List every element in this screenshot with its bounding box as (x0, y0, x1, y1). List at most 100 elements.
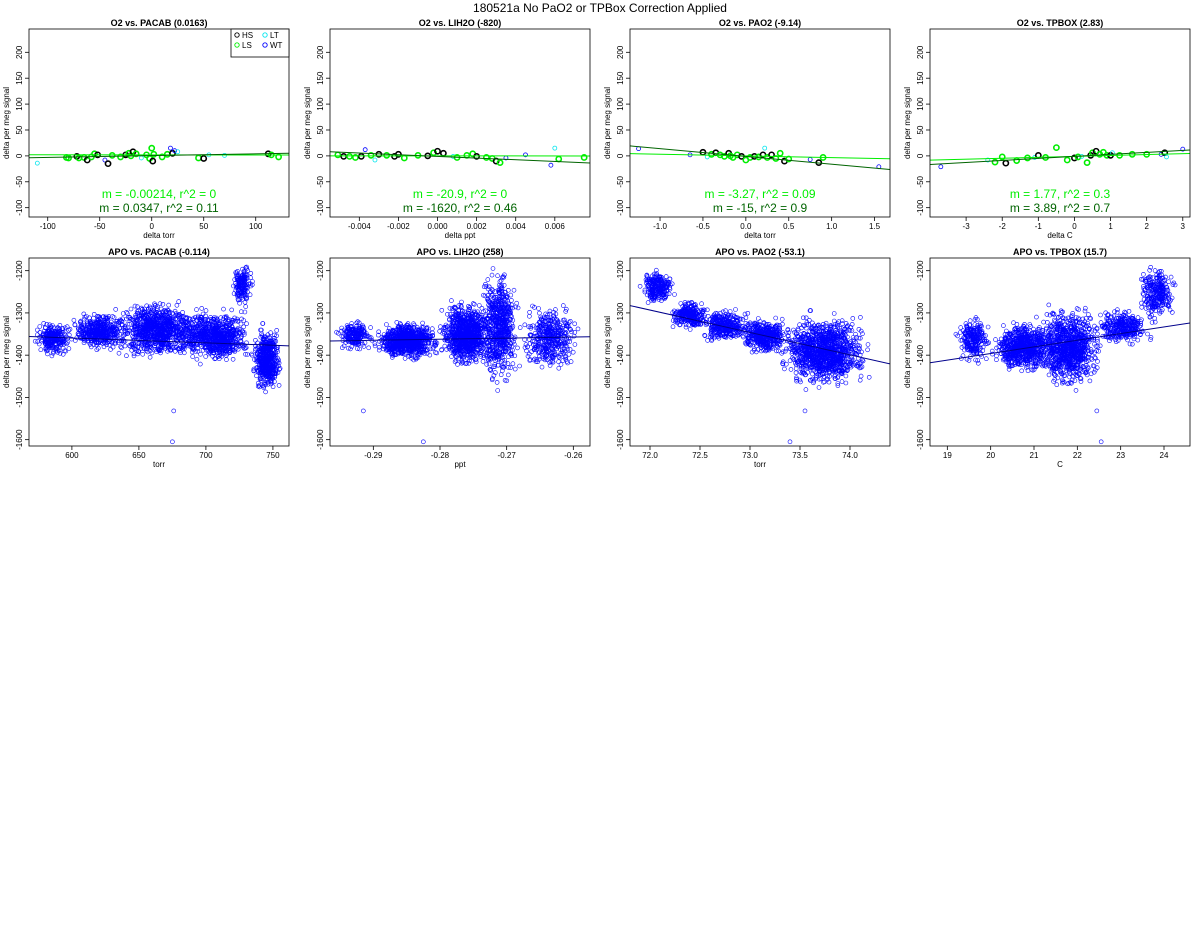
data-point (357, 153, 365, 160)
data-point (41, 328, 47, 334)
data-point (122, 338, 128, 344)
data-point (148, 341, 153, 347)
data-point (1071, 154, 1078, 162)
data-point (121, 326, 126, 331)
data-point (412, 350, 418, 355)
x-tick-label: 100 (249, 222, 263, 231)
data-point (268, 330, 273, 336)
data-point (60, 345, 66, 351)
fit-label-selected: m = -15, r^2 = 0.9 (713, 201, 808, 215)
data-point (164, 309, 169, 314)
data-point (210, 353, 215, 359)
data-point (205, 333, 210, 338)
data-point (159, 333, 165, 339)
data-point (173, 325, 179, 331)
data-point (177, 321, 183, 326)
data-point (129, 341, 135, 347)
data-point (109, 339, 115, 345)
data-point (163, 150, 171, 158)
data-point (253, 348, 258, 353)
data-point (152, 311, 158, 316)
data-point (241, 318, 246, 323)
data-point (118, 318, 124, 324)
data-point (89, 324, 95, 329)
plot-frame (629, 28, 891, 218)
data-point (131, 351, 137, 357)
data-point (762, 145, 768, 151)
data-point (259, 366, 265, 372)
data-point (51, 349, 56, 354)
data-point (243, 304, 248, 309)
data-point (172, 308, 178, 314)
y-tick-label: -50 (616, 175, 625, 187)
fit-line-selected (29, 152, 289, 159)
data-point (46, 331, 52, 337)
data-point (167, 342, 173, 347)
chart-apo-lih2o: APO vs. LIH2O (258)-0.29 -0.28 -0.27 -0.26-… (303, 247, 591, 469)
data-point (190, 321, 195, 327)
data-point (136, 308, 141, 314)
chart-o2-pacab: O2 vs. PACAB (0.0163)-100 -50 0 50 100-100-5… (2, 18, 290, 240)
data-point (105, 316, 110, 321)
x-tick-label: 0.5 (783, 222, 795, 231)
data-point (149, 157, 157, 165)
data-point (57, 350, 63, 356)
data-point (445, 311, 450, 317)
data-point (198, 330, 203, 336)
data-point (227, 343, 232, 349)
data-point (124, 309, 129, 315)
data-point (274, 347, 280, 352)
data-point (115, 327, 120, 332)
data-point (238, 321, 244, 327)
data-point (105, 315, 111, 321)
data-point (243, 345, 248, 351)
y-axis-label: delta per meg signal (303, 87, 312, 159)
data-point (82, 336, 87, 342)
data-point (353, 341, 358, 347)
data-point (216, 331, 222, 337)
data-point (275, 359, 281, 365)
data-point (340, 153, 348, 160)
data-point (94, 347, 100, 353)
data-point (194, 356, 200, 362)
data-point (140, 313, 145, 319)
data-point (244, 282, 250, 288)
data-point (244, 264, 249, 270)
data-point (230, 356, 236, 362)
data-point (354, 323, 360, 329)
data-point (353, 334, 359, 340)
data-point (261, 357, 266, 362)
x-tick-label: -3 (963, 222, 971, 231)
data-point (202, 345, 208, 350)
data-point (143, 311, 149, 317)
data-point (109, 319, 114, 325)
data-point (138, 346, 144, 351)
data-point (1013, 157, 1021, 164)
y-tick-label: 150 (916, 71, 925, 85)
data-point (95, 328, 100, 334)
data-point (176, 312, 182, 317)
data-point (259, 358, 265, 364)
data-point (349, 333, 354, 338)
data-point (223, 353, 229, 358)
data-point (198, 336, 204, 342)
data-point (205, 331, 210, 337)
data-point (241, 282, 246, 288)
data-point (125, 330, 131, 336)
data-point (184, 315, 189, 320)
data-point (139, 307, 145, 312)
data-point (78, 324, 84, 329)
data-point (143, 328, 149, 334)
y-tick-label: -1500 (316, 387, 325, 408)
data-point (101, 320, 107, 325)
data-point (343, 329, 349, 334)
x-axis-label: delta C (1047, 231, 1073, 240)
data-point (60, 351, 66, 357)
plot-area (630, 145, 890, 170)
data-point (142, 319, 147, 325)
legend-symbol (262, 42, 268, 48)
data-point (271, 347, 277, 353)
data-point (236, 297, 241, 303)
data-point (125, 311, 130, 316)
